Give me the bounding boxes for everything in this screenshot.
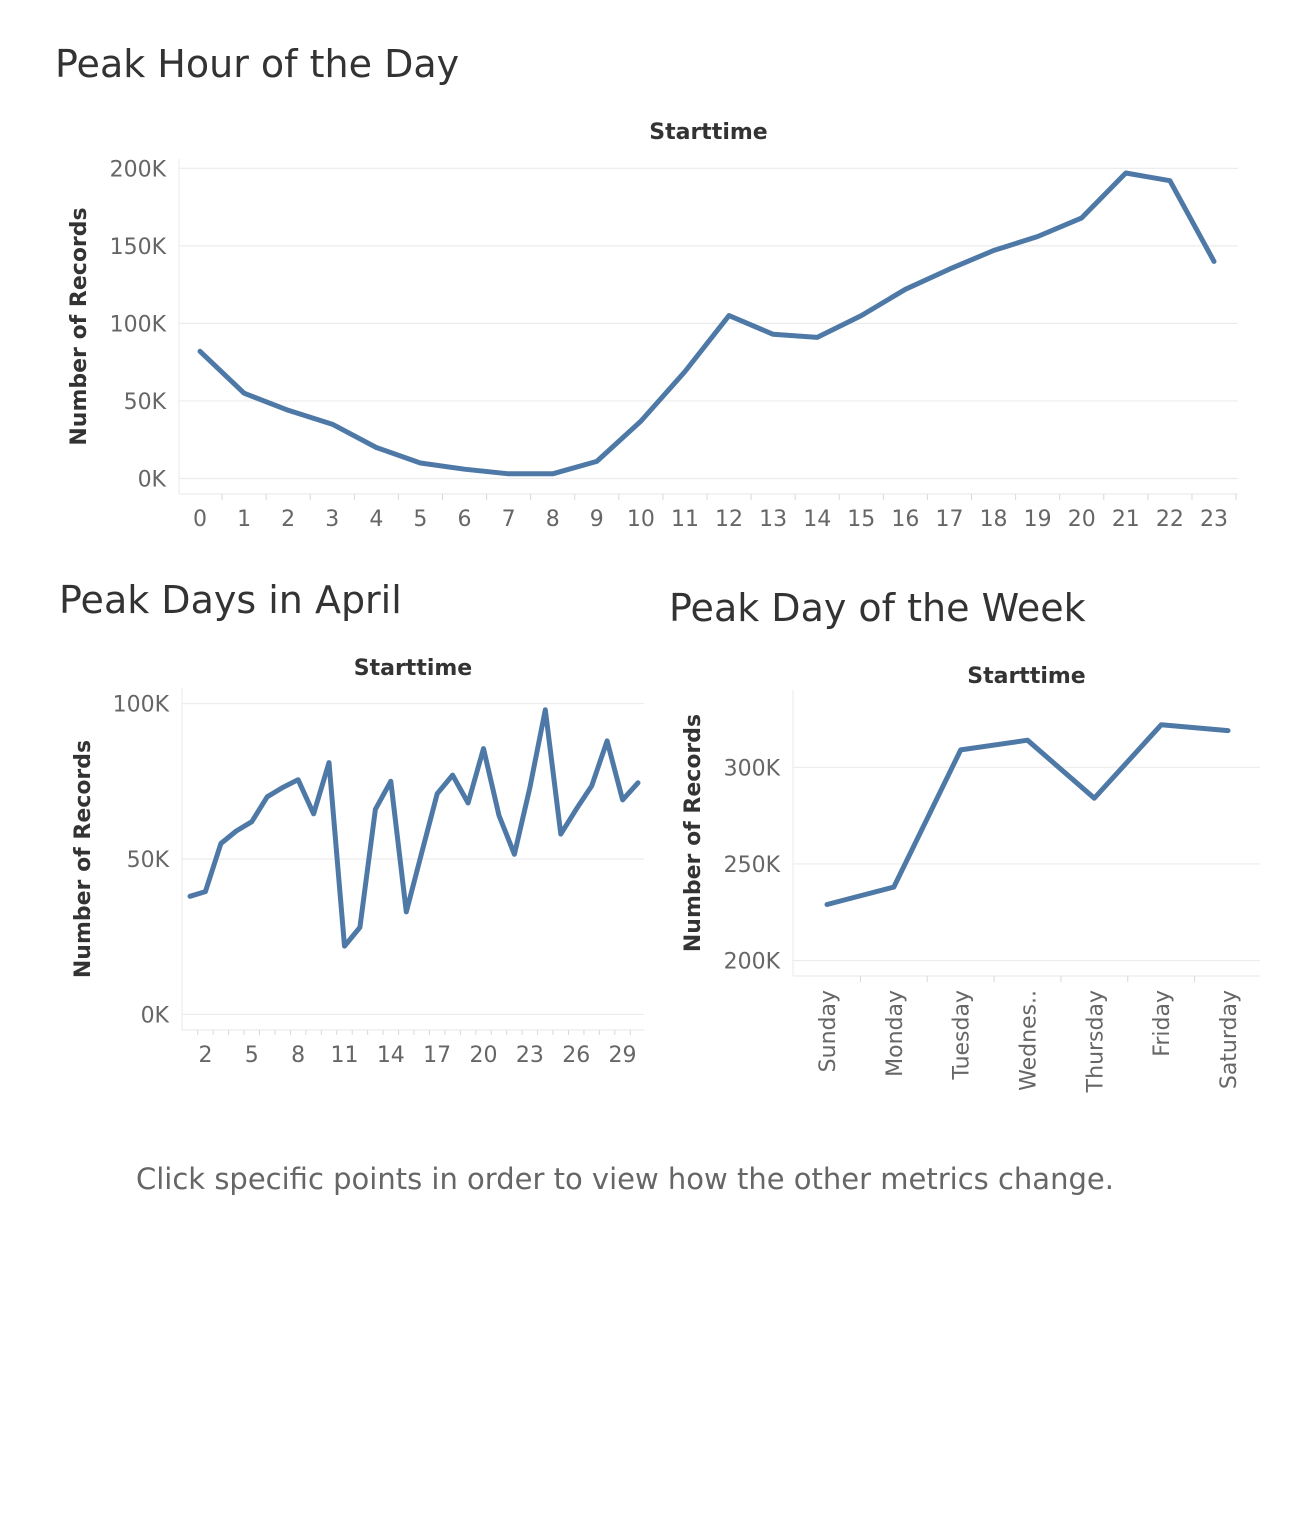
x-tick-label: Tuesday <box>950 990 975 1081</box>
x-tick-label: Thursday <box>1083 990 1108 1093</box>
x-tick-label: 2 <box>281 507 295 532</box>
title-peak-hour: Peak Hour of the Day <box>55 42 460 86</box>
series-line <box>187 707 641 949</box>
x-axis-title: Starttime <box>967 664 1085 689</box>
x-tick-label: Monday <box>883 990 908 1077</box>
x-tick-label: 26 <box>562 1043 590 1068</box>
x-tick-label: 18 <box>980 507 1008 532</box>
x-tick-label: 13 <box>759 507 787 532</box>
x-tick-label: Sunday <box>816 990 841 1072</box>
y-axis-title: Number of Records <box>71 740 96 978</box>
x-tick-label: 6 <box>458 507 472 532</box>
x-tick-label: 12 <box>715 507 743 532</box>
y-axis-title: Number of Records <box>681 714 706 952</box>
title-peak-days-april: Peak Days in April <box>59 578 402 622</box>
x-tick-label: 7 <box>502 507 516 532</box>
y-tick-label: 100K <box>113 693 170 718</box>
x-tick-label: 15 <box>847 507 875 532</box>
x-tick-label: 23 <box>1200 507 1228 532</box>
x-tick-label: 17 <box>935 507 963 532</box>
y-tick-label: 100K <box>110 312 167 337</box>
x-tick-label: 16 <box>891 507 919 532</box>
x-tick-label: 10 <box>627 507 655 532</box>
y-tick-label: 300K <box>724 756 781 781</box>
x-tick-label: 23 <box>516 1043 544 1068</box>
y-tick-label: 50K <box>127 848 170 873</box>
x-tick-label: Friday <box>1150 990 1175 1057</box>
x-tick-label: 22 <box>1156 507 1184 532</box>
x-tick-label: 3 <box>325 507 339 532</box>
data-point[interactable] <box>1155 719 1167 731</box>
y-axis-title: Number of Records <box>67 207 92 445</box>
x-tick-label: 11 <box>330 1043 358 1068</box>
data-point[interactable] <box>1222 725 1234 737</box>
y-tick-label: 0K <box>138 467 167 492</box>
x-tick-label: 17 <box>423 1043 451 1068</box>
x-tick-label: 2 <box>198 1043 212 1068</box>
y-tick-label: 150K <box>110 235 167 260</box>
y-tick-label: 50K <box>124 390 167 415</box>
x-tick-label: 14 <box>803 507 831 532</box>
data-point[interactable] <box>955 744 967 756</box>
x-tick-label: 29 <box>609 1043 637 1068</box>
x-tick-label: 8 <box>291 1043 305 1068</box>
x-axis-title: Starttime <box>354 656 472 681</box>
series-line <box>197 170 1217 477</box>
x-tick-label: 14 <box>377 1043 405 1068</box>
x-tick-label: Wednes.. <box>1017 990 1042 1091</box>
x-axis-title: Starttime <box>649 120 767 145</box>
y-tick-label: 0K <box>141 1003 170 1028</box>
x-tick-label: 19 <box>1024 507 1052 532</box>
x-tick-label: 20 <box>1068 507 1096 532</box>
x-tick-label: 4 <box>369 507 383 532</box>
y-tick-label: 200K <box>724 950 781 975</box>
data-point[interactable] <box>821 899 833 911</box>
instruction-text: Click specific points in order to view h… <box>136 1162 1114 1196</box>
x-tick-label: 0 <box>193 507 207 532</box>
chart-peak-hour[interactable]: 0K 50K 100K 150K 200K Starttime Number of Reco… <box>0 0 1300 560</box>
x-tick-label: 5 <box>413 507 427 532</box>
data-point[interactable] <box>1022 734 1034 746</box>
y-tick-label: 250K <box>724 853 781 878</box>
data-point[interactable] <box>888 881 900 893</box>
data-point[interactable] <box>1088 792 1100 804</box>
series-line <box>824 722 1231 907</box>
x-tick-label: 5 <box>245 1043 259 1068</box>
x-tick-label: 21 <box>1112 507 1140 532</box>
x-tick-label: 8 <box>546 507 560 532</box>
x-tick-label: 9 <box>590 507 604 532</box>
x-tick-label: 1 <box>237 507 251 532</box>
title-peak-day-week: Peak Day of the Week <box>669 586 1086 630</box>
x-tick-label: 11 <box>671 507 699 532</box>
x-tick-label: Saturday <box>1217 990 1242 1089</box>
x-tick-label: 20 <box>470 1043 498 1068</box>
y-tick-label: 200K <box>110 157 167 182</box>
